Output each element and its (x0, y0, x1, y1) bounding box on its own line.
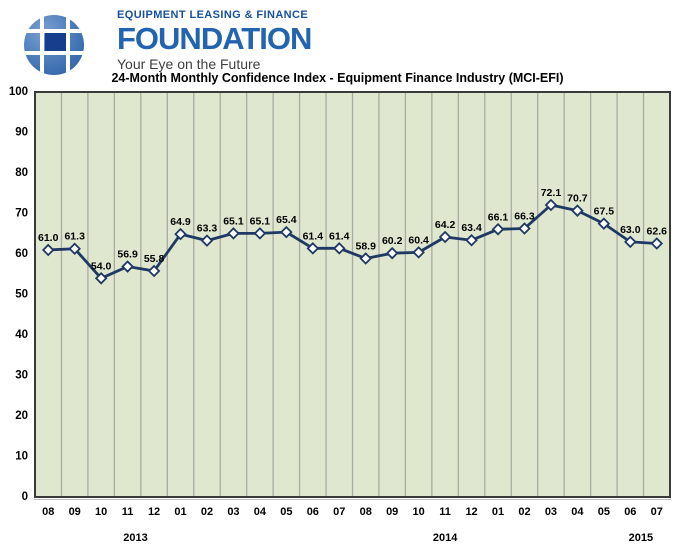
svg-text:61.4: 61.4 (329, 230, 350, 242)
svg-text:01: 01 (174, 506, 186, 518)
svg-text:03: 03 (227, 506, 239, 518)
svg-text:2013: 2013 (123, 532, 147, 544)
svg-text:66.1: 66.1 (488, 211, 509, 223)
svg-text:07: 07 (333, 506, 345, 518)
svg-text:70.7: 70.7 (567, 193, 588, 205)
svg-text:65.1: 65.1 (223, 215, 244, 227)
svg-text:01: 01 (492, 506, 504, 518)
svg-text:30: 30 (15, 370, 28, 382)
svg-text:67.5: 67.5 (594, 206, 615, 218)
svg-text:58.9: 58.9 (356, 240, 377, 252)
org-tagline: Your Eye on the Future (117, 56, 261, 72)
org-name-foundation: FOUNDATION (117, 21, 312, 56)
svg-text:10: 10 (15, 451, 28, 463)
svg-text:02: 02 (518, 506, 530, 518)
globe-grid-icon (24, 15, 84, 75)
svg-text:56.9: 56.9 (117, 249, 138, 261)
svg-text:63.0: 63.0 (620, 224, 641, 236)
svg-text:10: 10 (413, 506, 425, 518)
svg-text:08: 08 (360, 506, 372, 518)
svg-text:55.8: 55.8 (144, 253, 165, 265)
svg-text:20: 20 (15, 410, 28, 422)
svg-text:61.0: 61.0 (38, 232, 59, 244)
svg-text:65.4: 65.4 (276, 214, 297, 226)
svg-text:90: 90 (15, 127, 28, 139)
svg-text:60.2: 60.2 (382, 235, 403, 247)
svg-text:03: 03 (545, 506, 557, 518)
svg-text:12: 12 (148, 506, 160, 518)
svg-text:11: 11 (122, 506, 134, 518)
svg-text:04: 04 (571, 506, 584, 518)
svg-text:80: 80 (15, 167, 28, 179)
svg-text:11: 11 (439, 506, 451, 518)
svg-text:12: 12 (465, 506, 477, 518)
svg-text:54.0: 54.0 (91, 260, 112, 272)
svg-text:64.2: 64.2 (435, 219, 456, 231)
svg-text:06: 06 (307, 506, 319, 518)
svg-text:60: 60 (15, 248, 28, 260)
org-name-line1: EQUIPMENT LEASING & FINANCE (117, 9, 309, 21)
foundation-logo: EQUIPMENT LEASING & FINANCE FOUNDATION Y… (22, 4, 312, 79)
svg-text:63.3: 63.3 (197, 223, 218, 235)
svg-text:05: 05 (280, 506, 292, 518)
svg-text:65.1: 65.1 (250, 215, 271, 227)
svg-text:09: 09 (386, 506, 398, 518)
svg-text:62.6: 62.6 (647, 225, 668, 237)
svg-text:09: 09 (69, 506, 81, 518)
svg-text:2014: 2014 (433, 532, 458, 544)
svg-text:07: 07 (651, 506, 663, 518)
svg-text:2015: 2015 (629, 532, 653, 544)
svg-text:05: 05 (598, 506, 610, 518)
svg-text:60.4: 60.4 (408, 234, 429, 246)
svg-text:66.3: 66.3 (514, 210, 535, 222)
svg-text:10: 10 (95, 506, 107, 518)
logo-text-block: EQUIPMENT LEASING & FINANCE FOUNDATION Y… (117, 4, 312, 72)
svg-text:40: 40 (15, 329, 28, 341)
svg-text:64.9: 64.9 (170, 216, 191, 228)
svg-text:61.4: 61.4 (303, 230, 324, 242)
svg-text:100: 100 (9, 86, 28, 98)
svg-text:50: 50 (15, 289, 28, 301)
svg-text:06: 06 (624, 506, 636, 518)
svg-text:04: 04 (254, 506, 267, 518)
svg-text:08: 08 (42, 506, 54, 518)
svg-text:61.3: 61.3 (64, 231, 85, 243)
svg-text:0: 0 (22, 491, 28, 503)
svg-text:72.1: 72.1 (541, 187, 562, 199)
svg-text:02: 02 (201, 506, 213, 518)
svg-text:70: 70 (15, 208, 28, 220)
chart-title: 24-Month Monthly Confidence Index - Equi… (111, 71, 564, 85)
svg-text:63.4: 63.4 (461, 222, 482, 234)
